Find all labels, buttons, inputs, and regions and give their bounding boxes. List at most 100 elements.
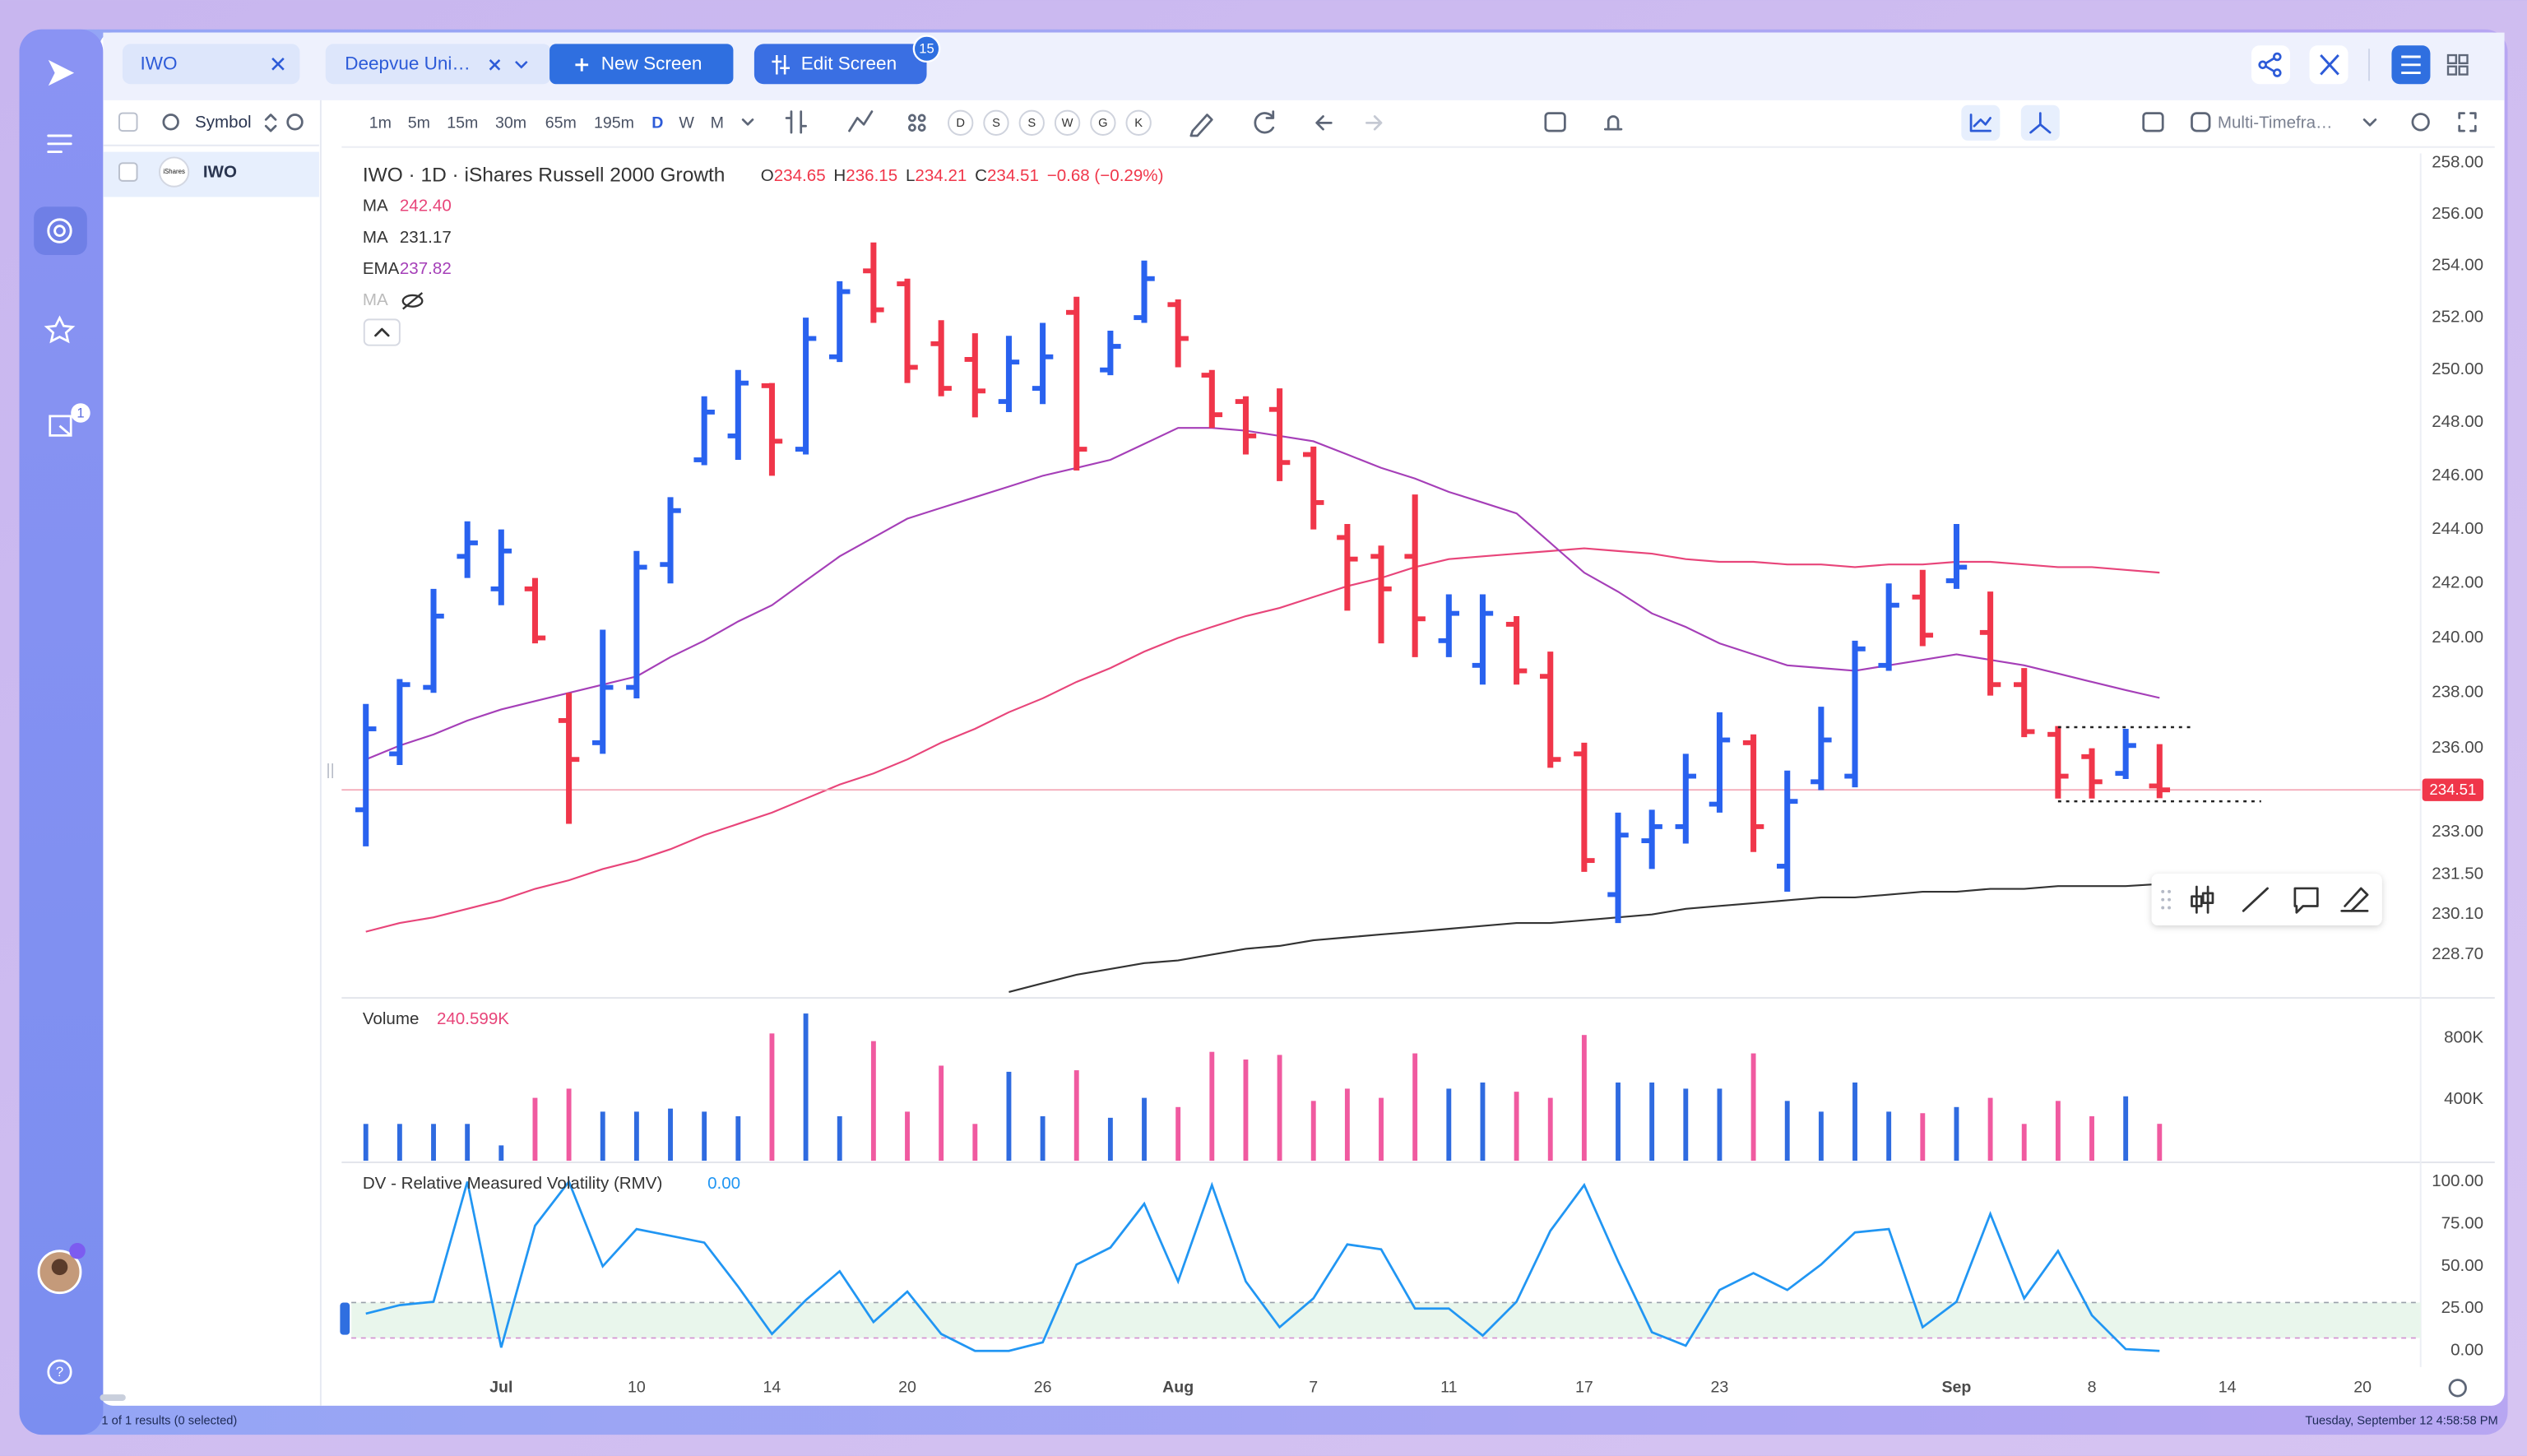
- gear-icon[interactable]: [162, 114, 179, 131]
- axis-settings[interactable]: [2448, 1379, 2467, 1398]
- letter-button[interactable]: [948, 109, 974, 136]
- row-checkbox[interactable]: [118, 162, 138, 182]
- line-tool[interactable]: [2242, 887, 2269, 912]
- rmv-line: [365, 1179, 2160, 1352]
- volume-bar: [1987, 1097, 1993, 1162]
- interval-button[interactable]: 1m: [369, 114, 392, 132]
- letter-button-label: S: [1027, 117, 1036, 130]
- drag-handle[interactable]: [2161, 889, 2172, 910]
- chevron[interactable]: [741, 118, 754, 126]
- indicator-line: [1008, 883, 2160, 993]
- close-icon[interactable]: [489, 59, 501, 71]
- interval-button[interactable]: 195m: [594, 114, 634, 132]
- close-icon[interactable]: [271, 58, 285, 71]
- brush-tool[interactable]: [2340, 887, 2369, 912]
- alerts-icon[interactable]: [49, 415, 72, 437]
- symbol-logo-text: iShares: [163, 168, 185, 175]
- x-tick-label: 11: [1440, 1378, 1457, 1396]
- y-tick-label: 100.00: [2432, 1171, 2483, 1190]
- letter-button[interactable]: [1054, 109, 1081, 136]
- scrollbar[interactable]: [100, 1394, 126, 1401]
- alert-icon[interactable]: [1603, 115, 1623, 131]
- pane-handle[interactable]: ||: [327, 761, 335, 779]
- symbol-tab[interactable]: [122, 44, 300, 85]
- interval-button[interactable]: W: [679, 114, 694, 132]
- edit-screen-button[interactable]: [753, 44, 927, 85]
- screen-tab[interactable]: [325, 44, 552, 85]
- volume-bar: [1344, 1088, 1350, 1162]
- volume-bar: [1379, 1097, 1384, 1162]
- interval-button[interactable]: M: [711, 114, 724, 132]
- undo-icon[interactable]: [1315, 115, 1333, 131]
- volume-bar: [431, 1124, 436, 1162]
- calendar-icon[interactable]: [1544, 112, 1566, 132]
- volume-title: Volume: [363, 1009, 420, 1028]
- chevron[interactable]: [515, 60, 528, 69]
- volume-bar: [1142, 1097, 1147, 1162]
- volume-bar: [668, 1108, 673, 1162]
- settings-icon[interactable]: [2411, 113, 2430, 132]
- x-tick-label: 8: [2088, 1378, 2097, 1396]
- interval-button[interactable]: 65m: [545, 114, 577, 132]
- help-icon[interactable]: [47, 1359, 72, 1384]
- logo[interactable]: [48, 59, 75, 86]
- volume-bar: [465, 1124, 471, 1162]
- interval-button[interactable]: 5m: [408, 114, 430, 132]
- plus-icon: [575, 58, 589, 72]
- interval-button[interactable]: D: [651, 114, 663, 132]
- volume-bar: [769, 1033, 775, 1162]
- letter-button[interactable]: [983, 109, 1009, 136]
- chevron[interactable]: [2362, 118, 2377, 127]
- volume-bar: [1683, 1088, 1689, 1162]
- volume-value: 240.599K: [437, 1009, 509, 1028]
- target-icon: [47, 218, 72, 243]
- active-nav[interactable]: [34, 206, 87, 255]
- letter-button-label: D: [956, 117, 965, 130]
- letter-button[interactable]: [1125, 109, 1152, 136]
- star-icon[interactable]: [44, 315, 76, 344]
- chart-mode-button[interactable]: [1961, 104, 2001, 141]
- share-button[interactable]: [2251, 45, 2290, 85]
- x-tick-label: Jul: [489, 1378, 512, 1396]
- hidden-eye-icon[interactable]: [401, 294, 424, 308]
- volume-bar: [1954, 1106, 1959, 1162]
- note-tool[interactable]: [2293, 887, 2319, 914]
- symbol[interactable]: IWO: [203, 162, 237, 181]
- volume-bar: [1412, 1053, 1418, 1162]
- sort-icon[interactable]: [264, 114, 277, 132]
- fullscreen-icon[interactable]: [2458, 112, 2477, 132]
- refresh-icon[interactable]: [1254, 110, 1275, 134]
- select-all-checkbox[interactable]: [118, 112, 138, 132]
- menu-icon[interactable]: [47, 134, 72, 154]
- x-icon: [2320, 54, 2339, 76]
- letter-button[interactable]: [1090, 109, 1116, 136]
- multi-timeframe-icon[interactable]: [2191, 112, 2211, 132]
- watchlist-row[interactable]: [103, 151, 319, 197]
- volume-bar: [1649, 1082, 1655, 1162]
- hidden-eye-slash: [402, 292, 424, 310]
- volume-bar: [1175, 1106, 1181, 1162]
- new-screen-button[interactable]: [549, 44, 734, 85]
- bar-type-icon[interactable]: [785, 110, 807, 134]
- rmv-band: [351, 1302, 2421, 1338]
- ohlc-letter: O: [761, 166, 774, 185]
- letter-button[interactable]: [1018, 109, 1045, 136]
- collapse-legend-button[interactable]: [363, 318, 401, 346]
- indicator-name: MA: [363, 228, 388, 247]
- indicators-icon[interactable]: [848, 110, 874, 132]
- layout-icon[interactable]: [2142, 112, 2164, 132]
- templates-icon[interactable]: [908, 114, 926, 132]
- layout-menu[interactable]: Multi-Timefra…: [2218, 114, 2333, 132]
- redo-icon[interactable]: [1366, 115, 1383, 131]
- interval-button[interactable]: 30m: [495, 114, 526, 132]
- column-header[interactable]: Symbol: [195, 113, 252, 132]
- volume-bar: [1006, 1071, 1012, 1162]
- draw-icon[interactable]: [1189, 114, 1213, 137]
- gear-icon[interactable]: [286, 114, 304, 131]
- volume-bar: [1480, 1082, 1486, 1162]
- interval-button[interactable]: 15m: [447, 114, 478, 132]
- pane-marker[interactable]: [340, 1302, 350, 1335]
- grid-view-button[interactable]: [2446, 53, 2469, 76]
- y-tick-label: 233.00: [2432, 822, 2483, 841]
- candle-tool[interactable]: [2191, 885, 2214, 914]
